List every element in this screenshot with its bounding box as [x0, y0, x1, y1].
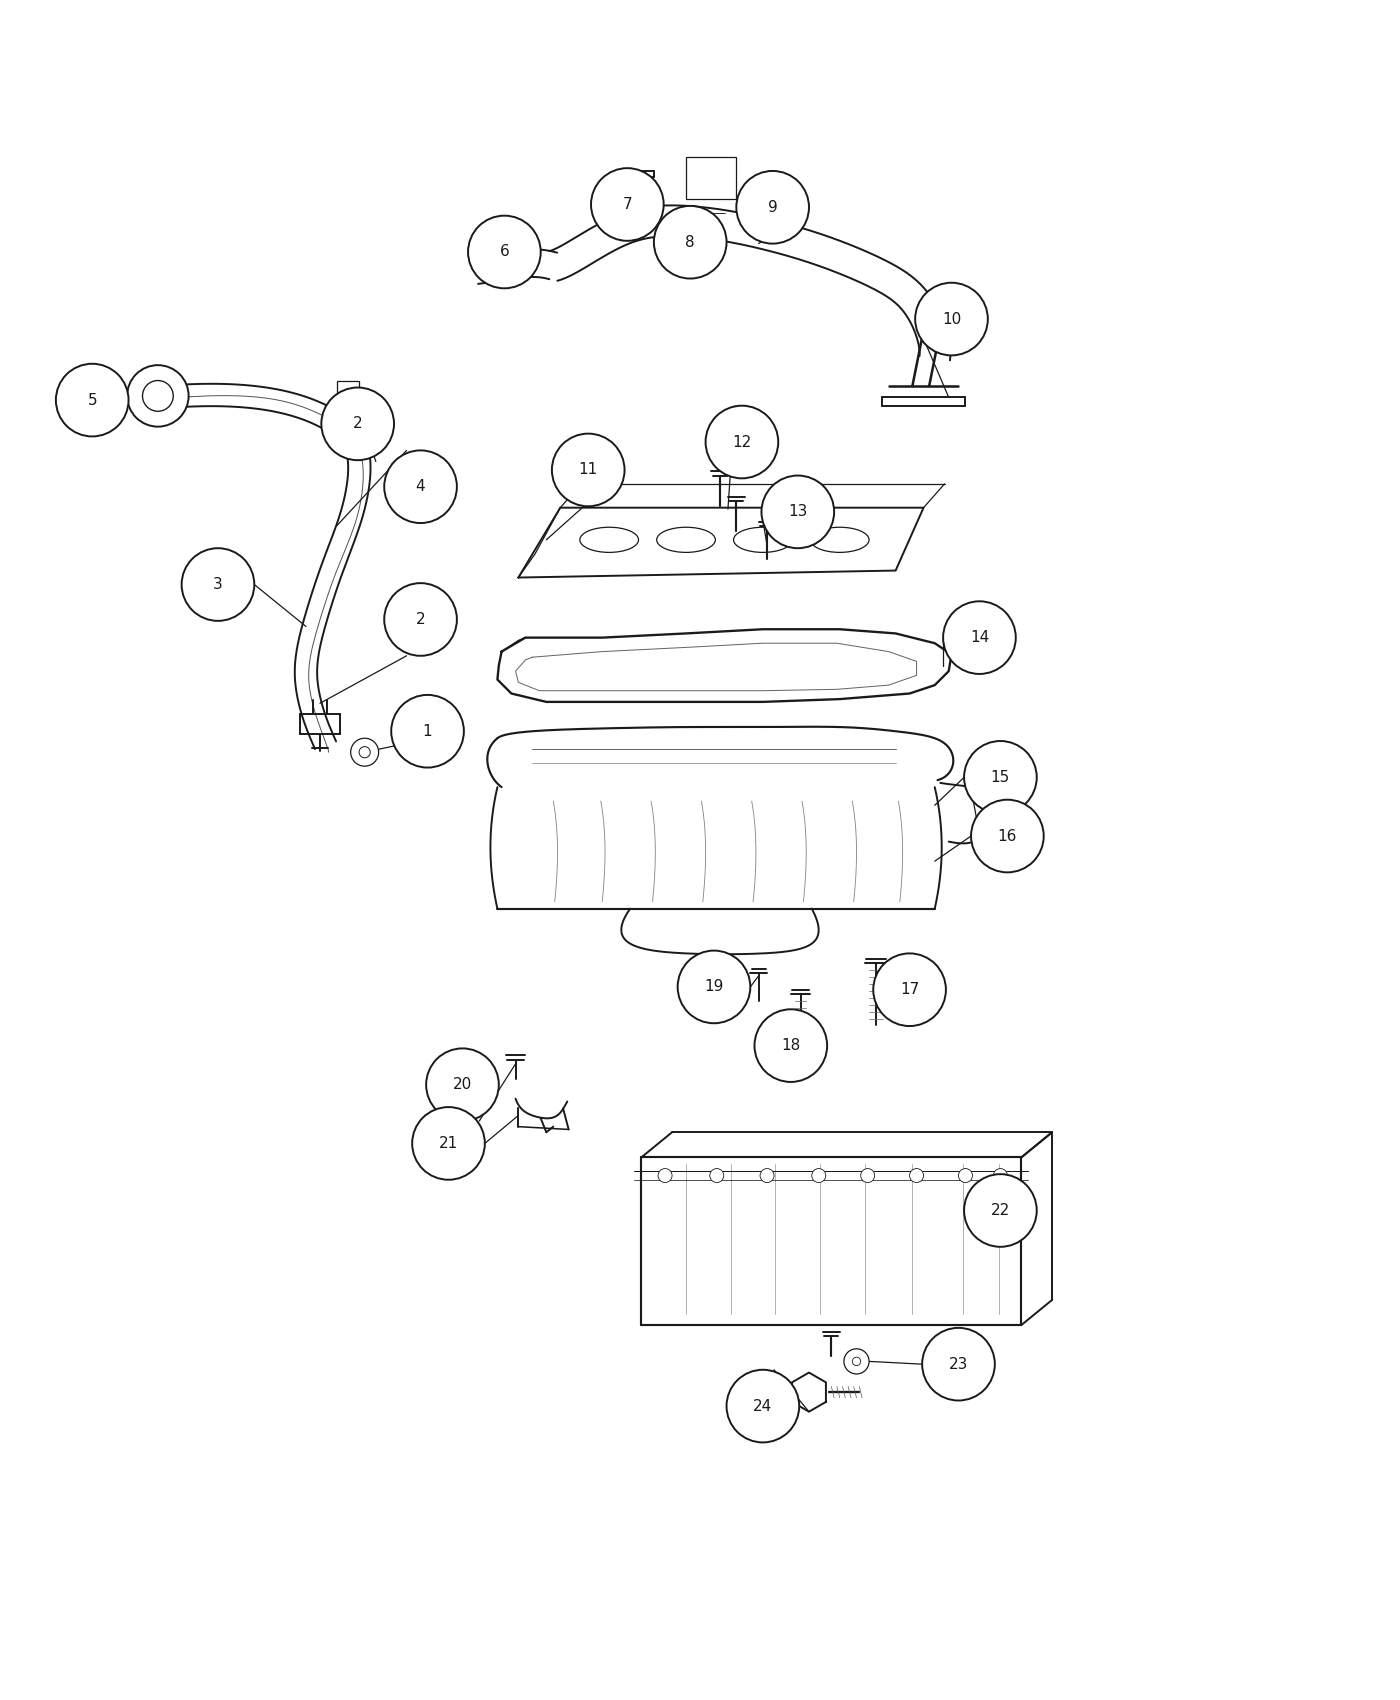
Circle shape: [910, 1168, 924, 1183]
Circle shape: [358, 746, 370, 758]
Text: 12: 12: [732, 435, 752, 449]
Text: 23: 23: [949, 1357, 969, 1372]
Circle shape: [350, 738, 378, 767]
Text: 8: 8: [686, 235, 694, 250]
Text: 2: 2: [353, 416, 363, 432]
Circle shape: [755, 1010, 827, 1081]
Text: 22: 22: [991, 1204, 1009, 1217]
Text: 20: 20: [452, 1078, 472, 1091]
Circle shape: [844, 1348, 869, 1374]
Circle shape: [916, 282, 988, 355]
Circle shape: [736, 172, 809, 243]
Circle shape: [658, 1168, 672, 1183]
Bar: [337, 381, 358, 415]
Text: 11: 11: [578, 462, 598, 478]
Circle shape: [812, 1168, 826, 1183]
Circle shape: [412, 1107, 484, 1180]
Circle shape: [762, 476, 834, 547]
Circle shape: [923, 1328, 995, 1401]
Circle shape: [710, 1168, 724, 1183]
Text: 10: 10: [942, 311, 962, 326]
Circle shape: [959, 1168, 973, 1183]
Text: 21: 21: [438, 1136, 458, 1151]
Circle shape: [874, 954, 946, 1027]
Bar: [686, 156, 736, 199]
Text: 13: 13: [788, 505, 808, 520]
Circle shape: [853, 1357, 861, 1365]
Circle shape: [127, 366, 189, 427]
Circle shape: [654, 206, 727, 279]
Circle shape: [552, 434, 624, 507]
Text: 3: 3: [213, 576, 223, 592]
Circle shape: [143, 381, 174, 411]
Circle shape: [384, 583, 456, 656]
Circle shape: [426, 1049, 498, 1120]
Circle shape: [591, 168, 664, 241]
Text: 5: 5: [87, 393, 97, 408]
Circle shape: [861, 1168, 875, 1183]
Circle shape: [56, 364, 129, 437]
Text: 14: 14: [970, 631, 988, 644]
Text: 15: 15: [991, 770, 1009, 785]
Circle shape: [965, 741, 1037, 814]
Circle shape: [706, 406, 778, 478]
Circle shape: [727, 1370, 799, 1442]
Text: 7: 7: [623, 197, 633, 212]
Text: 1: 1: [423, 724, 433, 740]
Circle shape: [972, 799, 1044, 872]
Text: 17: 17: [900, 983, 920, 998]
Circle shape: [322, 388, 393, 461]
Polygon shape: [792, 1372, 826, 1411]
Text: 9: 9: [767, 201, 777, 214]
Circle shape: [182, 547, 255, 620]
Circle shape: [384, 450, 456, 524]
Bar: [301, 714, 340, 734]
Text: 16: 16: [998, 828, 1016, 843]
Text: 18: 18: [781, 1039, 801, 1052]
Circle shape: [965, 1175, 1037, 1246]
Circle shape: [468, 216, 540, 289]
Circle shape: [391, 695, 463, 768]
Circle shape: [760, 1168, 774, 1183]
Text: 6: 6: [500, 245, 510, 260]
Text: 19: 19: [704, 979, 724, 994]
Text: 2: 2: [416, 612, 426, 627]
Text: 4: 4: [416, 479, 426, 495]
Text: 24: 24: [753, 1399, 773, 1414]
Circle shape: [678, 950, 750, 1023]
Circle shape: [944, 602, 1016, 673]
Circle shape: [994, 1168, 1008, 1183]
